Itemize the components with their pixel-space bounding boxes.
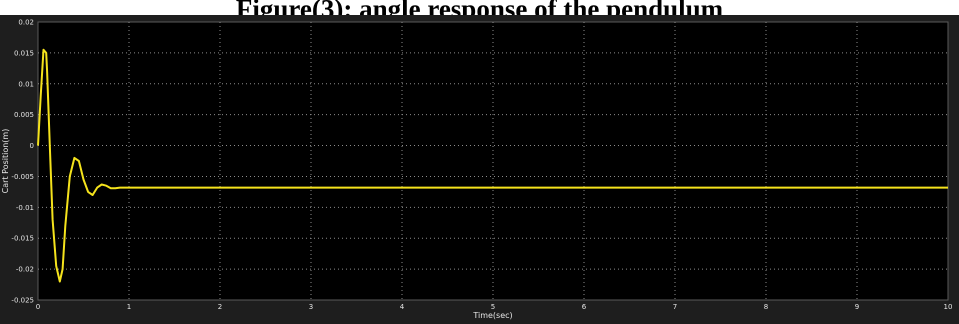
y-tick-label: 0.015 [14,49,34,57]
y-tick-label: 0.02 [18,19,34,27]
y-tick-label: 0 [30,142,34,150]
x-tick-label: 3 [309,303,313,311]
y-tick-label: 0.005 [14,111,34,119]
x-tick-label: 8 [764,303,768,311]
y-tick-label: -0.01 [16,204,34,212]
x-tick-label: 5 [491,303,495,311]
y-tick-label: -0.005 [11,173,34,181]
series-lines [37,48,948,283]
scope-frame: 0 1 2 3 4 5 6 7 8 9 10 -0.025 -0.02 -0.015 -0.01 -0.005… [0,15,959,324]
x-tick-label: 2 [218,303,222,311]
x-axis-label: Time(sec) [472,311,512,320]
x-tick-label: 1 [127,303,131,311]
x-tick-label: 6 [582,303,587,311]
y-tick-label: -0.02 [16,266,34,274]
x-tick-label: 0 [36,303,40,311]
y-tick-label: 0.01 [18,80,34,88]
y-tick-label: -0.025 [11,297,34,305]
x-tick-label: 4 [400,303,405,311]
x-tick-label: 7 [673,303,677,311]
tick-labels: 0 1 2 3 4 5 6 7 8 9 10 -0.025 -0.02 -0.015 -0.01 -0.005… [11,19,952,312]
y-axis-label: Cart Position(m) [1,129,10,194]
x-tick-label: 10 [944,303,953,311]
y-tick-label: -0.015 [11,235,34,243]
series-line [37,48,948,283]
plot-area [37,21,949,301]
scope-chart: 0 1 2 3 4 5 6 7 8 9 10 -0.025 -0.02 -0.015 -0.01 -0.005… [1,19,952,321]
x-tick-label: 9 [855,303,859,311]
